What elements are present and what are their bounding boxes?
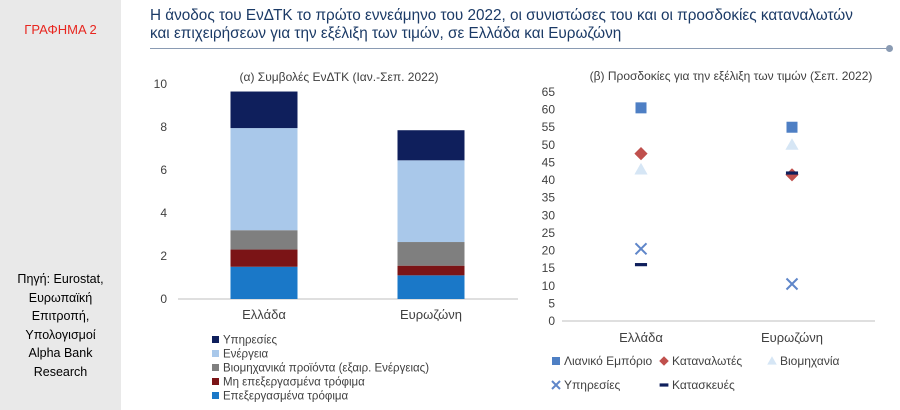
data-point	[634, 263, 648, 267]
legend-swatch	[212, 336, 219, 343]
legend-label: Κατασκευές	[672, 378, 735, 392]
bar-segment	[397, 130, 465, 161]
legend-label: Υπηρεσίες	[223, 335, 277, 347]
data-point	[634, 242, 648, 255]
bar-segment	[397, 265, 465, 276]
y-tick-label: 30	[542, 208, 556, 222]
data-point	[785, 168, 799, 182]
sidebar-panel: ΓΡΑΦΗΜΑ 2 Πηγή: Eurostat, Ευρωπαϊκή Επιτ…	[0, 0, 121, 410]
y-tick-label: 20	[542, 244, 556, 258]
bar-segment	[397, 275, 465, 299]
x-tick-label: Ευρωζώνη	[400, 307, 462, 322]
data-point	[767, 356, 777, 365]
legend-label: Καταναλωτές	[672, 354, 742, 368]
y-tick-label: 2	[160, 249, 167, 263]
y-tick-label: 0	[160, 292, 167, 306]
legend-swatch	[212, 364, 219, 371]
bar-segment	[397, 160, 465, 243]
y-tick-label: 35	[542, 191, 556, 205]
legend-label: Επεξεργασμένα τρόφιμα	[223, 391, 349, 403]
data-point	[634, 162, 648, 175]
y-tick-label: 25	[542, 226, 556, 240]
bar-segment	[230, 249, 298, 267]
legend-swatch	[212, 378, 219, 385]
x-tick-label: Ελλάδα	[242, 307, 286, 322]
title-rule-end-dot	[886, 45, 893, 52]
legend-label: Μη επεξεργασμένα τρόφιμα	[223, 377, 365, 389]
data-point	[786, 121, 798, 133]
data-point	[635, 102, 647, 114]
data-point	[551, 380, 561, 390]
x-tick-label: Ελλάδα	[619, 330, 663, 345]
x-tick-label: Ευρωζώνη	[761, 330, 823, 345]
data-point	[785, 171, 799, 175]
legend-swatch	[212, 392, 219, 399]
y-tick-label: 50	[542, 138, 556, 152]
figure-title-line: Η άνοδος του ΕνΔΤΚ το πρώτο εννεάμηνο το…	[150, 7, 853, 24]
data-point	[552, 357, 560, 365]
source-line: Ευρωπαϊκή	[28, 290, 93, 305]
legend-label: Βιομηχανικά προϊόντα (εξαιρ. Ενέργειας)	[223, 363, 429, 375]
y-tick-label: 5	[548, 296, 555, 310]
figure-title-line: και επιχειρήσεων για την εξέλιξη των τιμ…	[150, 24, 622, 42]
source-note: Πηγή: Eurostat, Ευρωπαϊκή Επιτροπή, Υπολ…	[4, 270, 117, 381]
legend-label: Υπηρεσίες	[564, 378, 621, 392]
y-tick-label: 40	[542, 173, 556, 187]
y-tick-label: 0	[548, 314, 555, 328]
chart-a-title: (α) Συμβολές ΕνΔΤΚ (Ιαν.-Σεπ. 2022)	[240, 70, 439, 84]
bar-segment	[230, 128, 298, 231]
graph-label: ΓΡΑΦΗΜΑ 2	[24, 22, 97, 37]
legend-swatch	[212, 350, 219, 357]
y-tick-label: 10	[154, 77, 168, 91]
source-line: Research	[33, 364, 88, 379]
title-rule	[150, 48, 890, 49]
y-tick-label: 45	[542, 155, 556, 169]
y-tick-label: 6	[160, 163, 167, 177]
y-tick-label: 65	[542, 85, 556, 99]
data-point	[785, 138, 799, 150]
bar-segment	[230, 230, 298, 250]
data-point	[634, 147, 648, 161]
source-line: Πηγή: Eurostat,	[17, 272, 104, 286]
legend-label: Λιανικό Εμπόριο	[564, 354, 653, 368]
data-point	[659, 356, 669, 366]
source-line: Alpha Bank	[28, 346, 93, 360]
y-tick-label: 55	[542, 120, 556, 134]
y-tick-label: 60	[542, 103, 556, 117]
legend-label: Βιομηχανία	[780, 354, 840, 368]
bar-segment	[397, 242, 465, 266]
source-line: Υπολογισμοί	[25, 327, 96, 342]
y-tick-label: 10	[542, 279, 556, 293]
bar-segment	[230, 91, 298, 129]
source-line: Επιτροπή,	[31, 309, 90, 323]
y-tick-label: 15	[542, 261, 556, 275]
y-tick-label: 8	[160, 120, 167, 134]
data-point	[785, 277, 799, 291]
bar-segment	[230, 266, 298, 299]
data-point	[659, 383, 669, 387]
legend-label: Ενέργεια	[223, 349, 269, 361]
chart-b-title: (β) Προσδοκίες για την εξέλιξη των τιμών…	[590, 69, 873, 83]
figure-title: Η άνοδος του ΕνΔΤΚ το πρώτο εννεάμηνο το…	[150, 7, 895, 42]
y-tick-label: 4	[160, 206, 167, 220]
